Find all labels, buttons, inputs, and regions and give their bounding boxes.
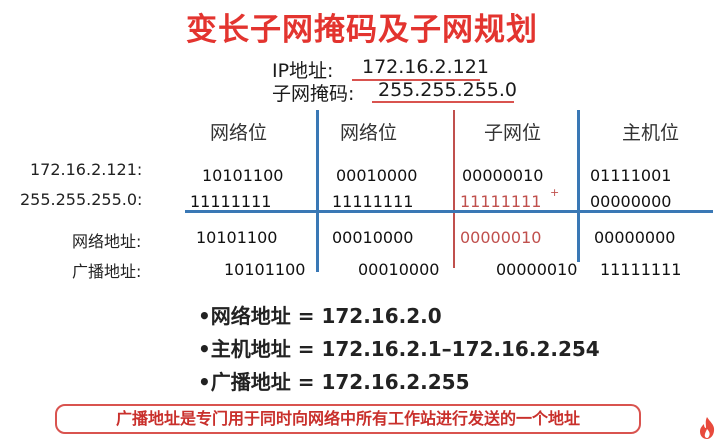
ip-underline [352,79,480,81]
bits-network-1: 10101100 [196,228,278,247]
page-title: 变长子网掩码及子网规划 [186,12,538,48]
header-host: 主机位 [622,122,680,144]
mask-plus-mark: + [550,186,560,199]
bits-broadcast-4: 11111111 [600,260,682,279]
bits-mask-2: 11111111 [332,192,414,211]
bits-mask-4: 00000000 [590,192,672,211]
bits-broadcast-3: 00000010 [496,260,578,279]
divider-network-network [316,110,319,272]
mask-value: 255.255.255.0 [378,79,518,101]
bits-mask-3: 11111111 [460,192,542,211]
divider-network-subnet [453,110,455,268]
bits-network-4: 00000000 [594,228,676,247]
row-label-network: 网络地址: [72,232,142,251]
bits-network-2: 00010000 [332,228,414,247]
bits-ip-2: 00010000 [336,166,418,185]
divider-subnet-host [577,110,580,262]
mask-underline [372,101,514,103]
bits-ip-1: 10101100 [202,166,284,185]
bullet-broadcast-address: •广播地址 = 172.16.2.255 [198,370,470,394]
bits-broadcast-2: 00010000 [358,260,440,279]
mask-boundary-line [185,210,713,213]
flame-logo-icon [700,417,715,439]
header-network-2: 网络位 [340,122,398,144]
bits-mask-1: 11111111 [190,192,272,211]
mask-label: 子网掩码: [272,83,355,105]
row-label-mask: 255.255.255.0: [20,190,143,209]
row-label-ip: 172.16.2.121: [30,160,143,179]
header-network-1: 网络位 [210,122,268,144]
bits-ip-4: 01111001 [590,166,672,185]
bullet-host-address: •主机地址 = 172.16.2.1–172.16.2.254 [198,337,600,361]
bullet-network-address: •网络地址 = 172.16.2.0 [198,304,442,328]
broadcast-note: 广播地址是专门用于同时向网络中所有工作站进行发送的一个地址 [55,404,641,434]
bits-broadcast-1: 10101100 [224,260,306,279]
bits-network-3: 00000010 [460,228,542,247]
bits-ip-3: 00000010 [462,166,544,185]
ip-label: IP地址: [272,60,334,82]
row-label-broadcast: 广播地址: [72,262,142,281]
header-subnet: 子网位 [484,122,542,144]
ip-value: 172.16.2.121 [362,56,489,78]
